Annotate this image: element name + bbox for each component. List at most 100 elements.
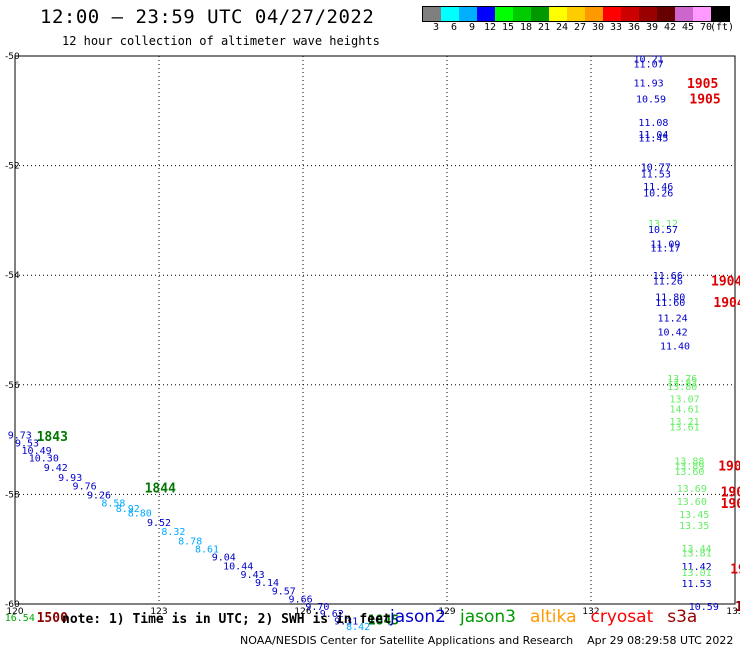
wave-height-value: 10.59: [689, 602, 719, 613]
legend-swatch: [549, 7, 567, 21]
legend-swatch: [693, 7, 711, 21]
wave-height-value: 10.26: [643, 188, 673, 199]
wave-height-value: 8.58: [101, 499, 125, 510]
legend-swatch: [477, 7, 495, 21]
wave-height-value: 11.24: [658, 313, 688, 324]
pass-label: 1500: [37, 611, 68, 626]
wave-height-value: 9.66: [289, 595, 313, 606]
wave-height-value: 8.61: [195, 545, 219, 556]
wave-height-value: 10.77: [641, 163, 671, 174]
pass-label: 1902: [730, 562, 740, 577]
wave-height-value: 11.04: [638, 130, 668, 141]
pass-label: 1904: [713, 296, 740, 311]
legend-swatch: [657, 7, 675, 21]
legend-swatch: [639, 7, 657, 21]
wave-height-value: 13.60: [677, 497, 707, 508]
legend-swatch: [711, 7, 729, 21]
mission-jason3: jason3: [460, 607, 516, 627]
wave-height-value: 11.17: [650, 243, 680, 254]
pass-label: 1904: [711, 275, 740, 290]
wave-height-value: 10.44: [223, 562, 253, 573]
wave-height-value: 11.80: [655, 293, 685, 304]
wave-height-value: 11.26: [653, 277, 683, 288]
wave-height-value: 10.49: [22, 446, 52, 457]
wave-height-value: 10.59: [636, 95, 666, 106]
wave-height-value: 9.31: [334, 616, 358, 627]
mission-cryosat: cryosat: [590, 607, 654, 627]
wave-height-value: 11.09: [650, 239, 680, 250]
pass-label: 1902: [735, 600, 740, 615]
wave-height-value: 16.54: [5, 613, 35, 624]
y-tick-label: -60: [5, 600, 20, 610]
legend-tick-label: 45: [682, 22, 695, 33]
y-axis-ticks: -50 -52 -54 -56 -58 -60: [5, 52, 20, 610]
wave-height-value: 13.88: [674, 456, 704, 467]
wave-height-value: 9.42: [44, 463, 68, 474]
wave-height-value: 9.53: [15, 438, 39, 449]
pass-label: 1903: [721, 497, 740, 512]
color-scale-legend: [422, 6, 730, 22]
legend-swatch: [513, 7, 531, 21]
legend-tick-label: 21: [538, 22, 551, 33]
mission-jason2: jason2: [390, 607, 446, 627]
wave-height-value: 11.40: [660, 341, 690, 352]
wave-height-value: 10.21: [634, 55, 664, 66]
wave-height-value: 9.70: [305, 602, 329, 613]
pass-label: 1845: [368, 613, 399, 628]
wave-height-value: 14.61: [670, 404, 700, 415]
legend-swatch: [585, 7, 603, 21]
wave-height-value: 8.80: [128, 508, 152, 519]
legend-tick-label: 18: [520, 22, 533, 33]
pass-labels: 1905190519041904190319031903190219021843…: [37, 77, 740, 628]
wave-height-value: 8.92: [116, 504, 140, 515]
y-tick-label: -56: [5, 381, 20, 391]
legend-tick-label: 42: [664, 22, 677, 33]
wave-height-value: 10.42: [658, 328, 688, 339]
y-tick-label: -58: [5, 490, 20, 500]
wave-height-value: 11.07: [634, 60, 664, 71]
legend-tick-label: 39: [646, 22, 659, 33]
pass-label: 1903: [718, 459, 740, 474]
wave-height-value: 13.81: [682, 548, 712, 559]
wave-height-value: 13.12: [648, 219, 678, 230]
legend-swatch: [621, 7, 639, 21]
x-tick-label: 132: [582, 607, 599, 617]
wave-height-value: 9.14: [255, 578, 279, 589]
legend-swatch: [441, 7, 459, 21]
legend-swatch: [531, 7, 549, 21]
legend-tick-label: 27: [574, 22, 587, 33]
legend-tick-label: 24: [556, 22, 569, 33]
x-axis-ticks: 120 123 126 129 132 135: [6, 607, 740, 617]
pass-label: 1844: [145, 481, 176, 496]
mission-legend: jason2 jason3 altika cryosat s3a: [390, 607, 711, 627]
wave-height-value: 10.57: [648, 225, 678, 236]
wave-height-value: 13.80: [667, 382, 697, 393]
wave-height-value: 13.76: [667, 374, 697, 385]
wave-height-value: 13.21: [670, 417, 700, 428]
wave-height-value: 9.57: [272, 586, 296, 597]
mission-altika: altika: [530, 607, 577, 627]
color-scale-ticks: 3 6 9 12 15 18 21 24 27 30 33 36 39 42 45 70 (ft): [422, 22, 734, 34]
legend-swatch: [459, 7, 477, 21]
wave-height-value: 11.53: [641, 169, 671, 180]
wave-height-value: 13.61: [670, 422, 700, 433]
wave-height-value: 13.89: [674, 461, 704, 472]
legend-unit-label: (ft): [710, 22, 735, 33]
wave-height-value: 11.66: [653, 271, 683, 282]
legend-tick-label: 12: [484, 22, 497, 33]
pass-label: 1843: [37, 430, 68, 445]
x-tick-label: 129: [438, 607, 455, 617]
mission-s3a: s3a: [667, 607, 698, 627]
wave-height-value: 13.60: [674, 467, 704, 478]
pass-label: 1903: [721, 486, 740, 501]
x-tick-label: 123: [150, 607, 167, 617]
grid-lines: [15, 56, 735, 604]
legend-swatch: [423, 7, 441, 21]
legend-tick-label: 6: [451, 22, 458, 33]
chart-subtitle: 12 hour collection of altimeter wave hei…: [62, 34, 380, 48]
y-tick-label: -50: [5, 52, 20, 62]
wave-height-value: 11.42: [682, 562, 712, 573]
legend-tick-label: 70: [700, 22, 713, 33]
